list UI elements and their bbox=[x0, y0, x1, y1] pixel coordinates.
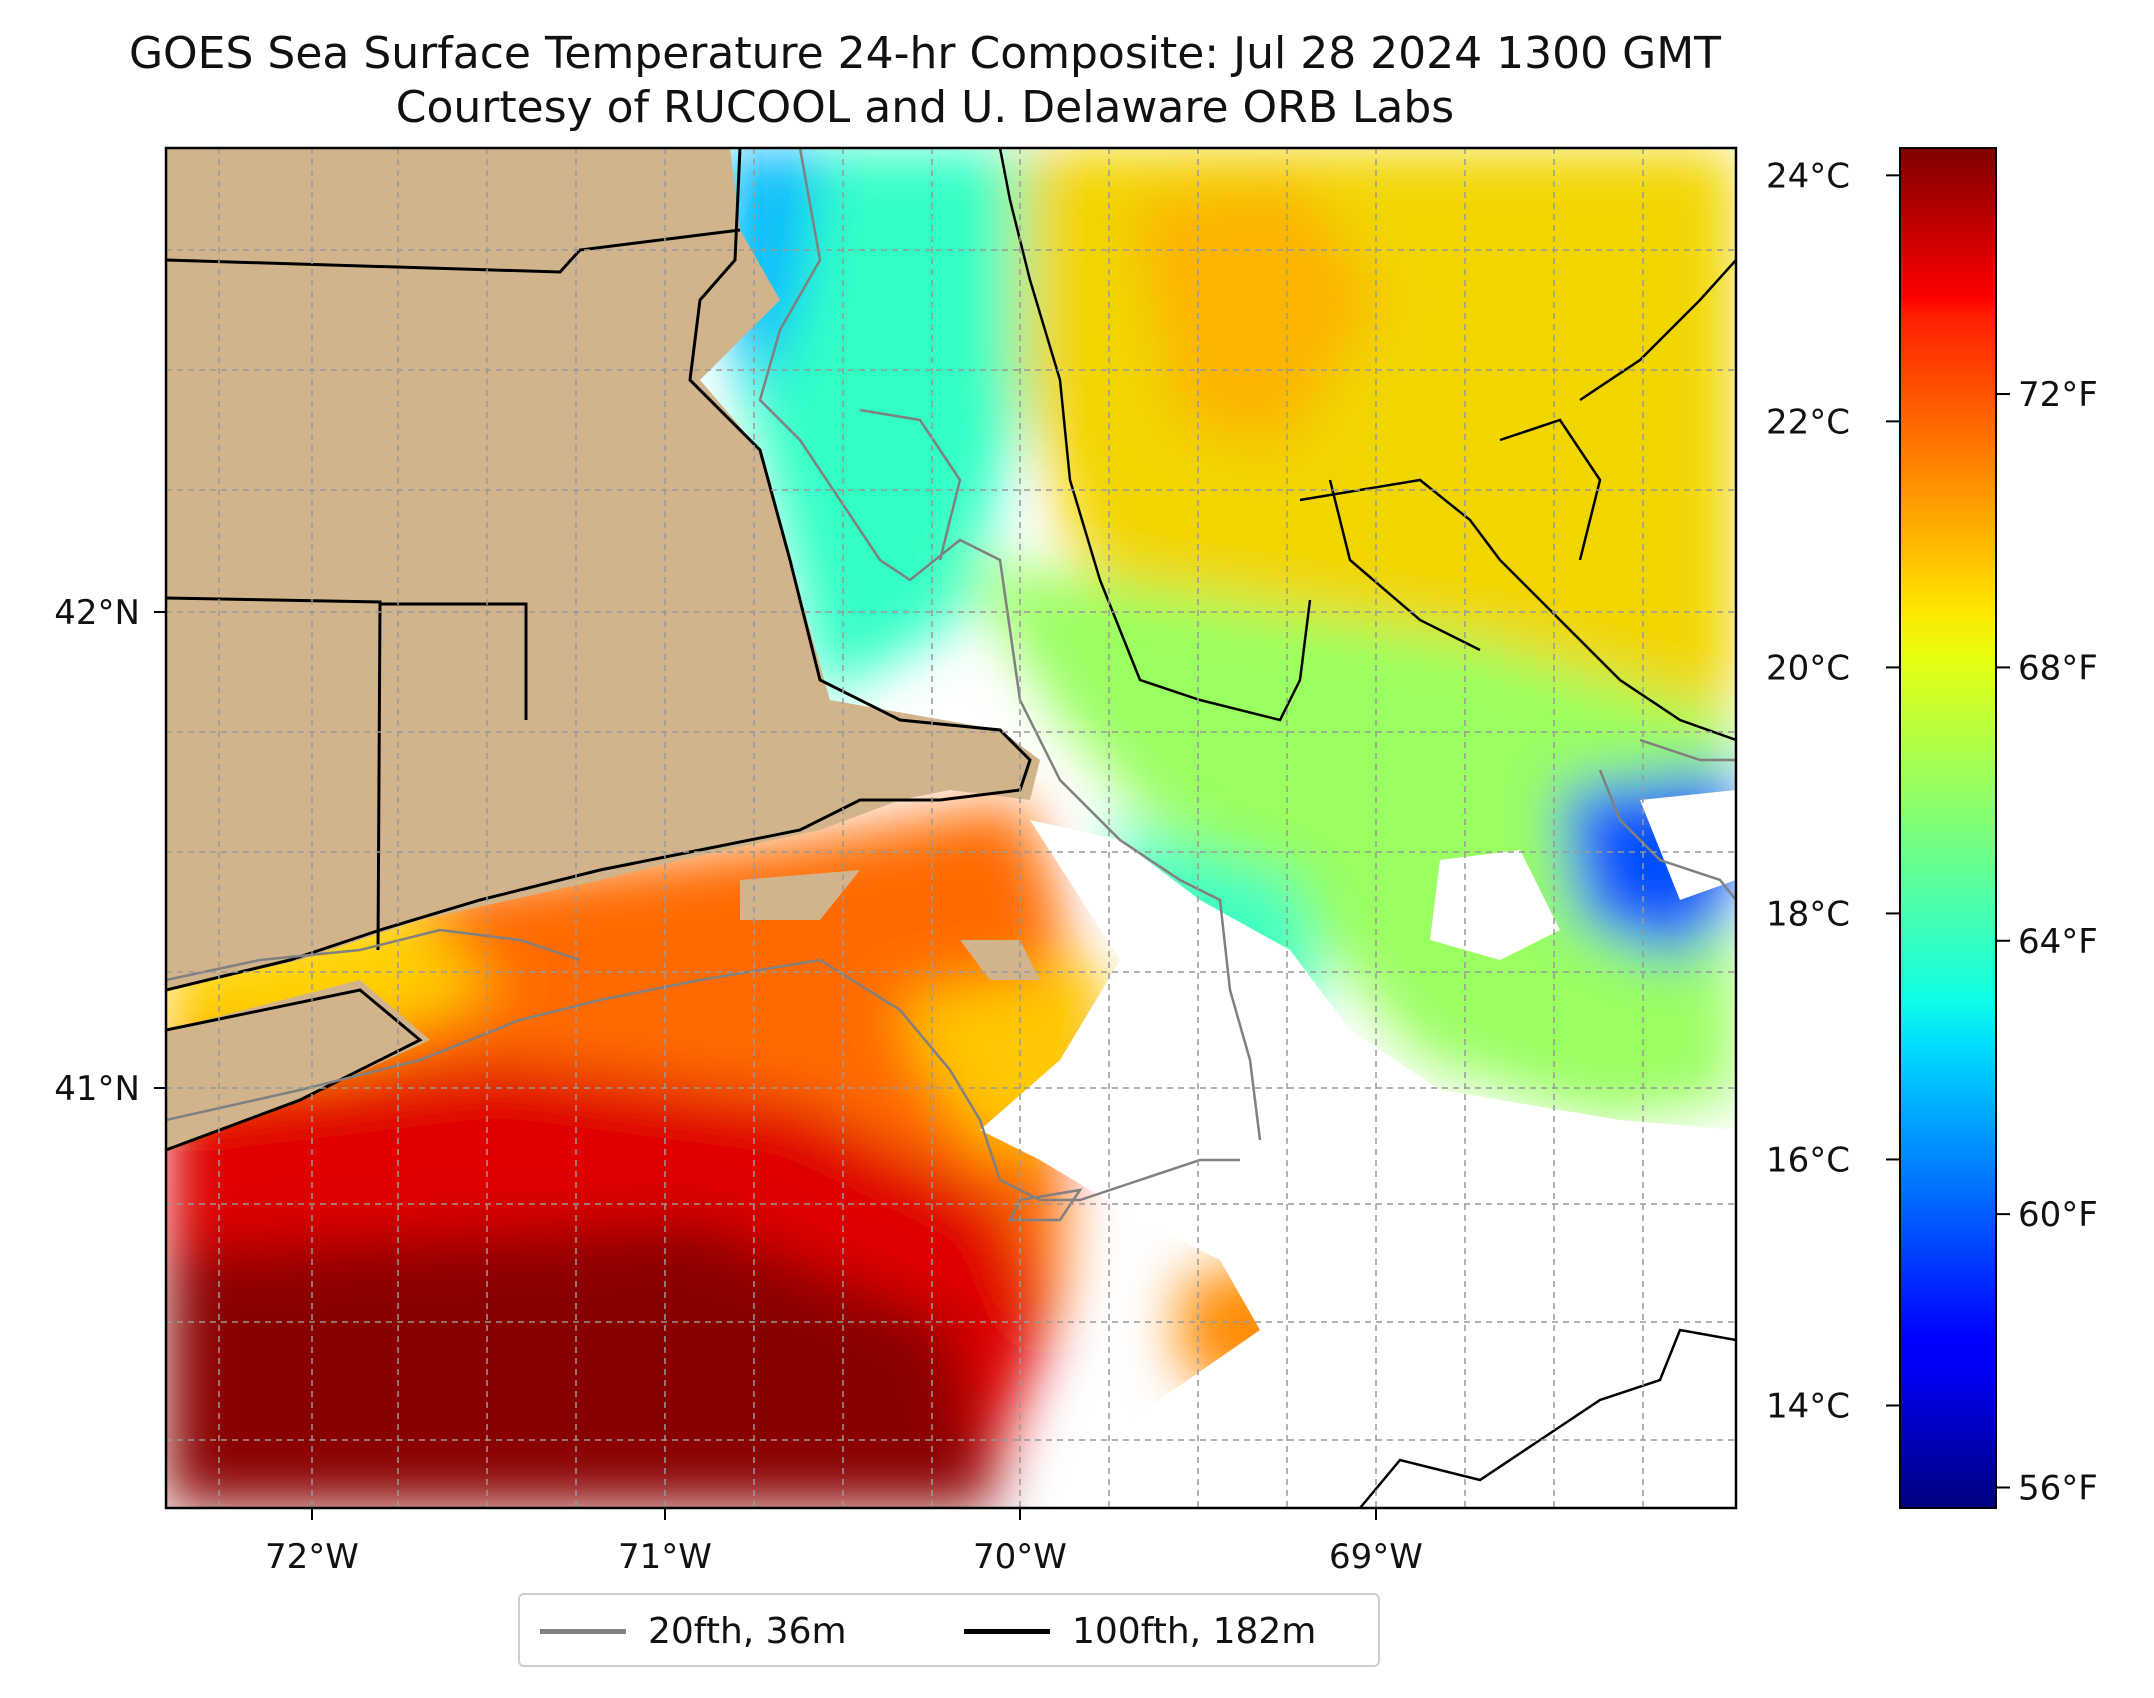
lon-tick-72w: 72°W bbox=[265, 1537, 359, 1577]
colorbar bbox=[1899, 147, 1997, 1509]
colorbar-c-label: 20°C bbox=[1766, 648, 1850, 688]
lat-tick-42n: 42°N bbox=[54, 593, 140, 633]
lon-tick-71w: 71°W bbox=[618, 1537, 712, 1577]
map-frame bbox=[164, 146, 1738, 1510]
legend-item-100fth: 100fth, 182m bbox=[964, 1609, 1316, 1653]
lon-tick-69w: 69°W bbox=[1329, 1537, 1423, 1577]
lon-tick-70w: 70°W bbox=[973, 1537, 1067, 1577]
legend-label-20fth: 20fth, 36m bbox=[648, 1610, 847, 1652]
legend-label-100fth: 100fth, 182m bbox=[1072, 1610, 1317, 1652]
legend-line-gray bbox=[540, 1628, 626, 1634]
map-title: GOES Sea Surface Temperature 24-hr Compo… bbox=[128, 28, 1722, 79]
colorbar-c-label: 24°C bbox=[1766, 156, 1850, 196]
colorbar-ticks: 24°C 22°C 20°C 18°C 16°C 14°C 72°F 68°F 64°F 60°F… bbox=[1766, 156, 2098, 1508]
colorbar-c-label: 18°C bbox=[1766, 894, 1850, 934]
colorbar-c-label: 16°C bbox=[1766, 1140, 1850, 1180]
colorbar-f-label: 56°F bbox=[2018, 1468, 2098, 1508]
colorbar-f-label: 60°F bbox=[2018, 1195, 2098, 1235]
sst-map[interactable] bbox=[166, 148, 1736, 1508]
map-subtitle: Courtesy of RUCOOL and U. Delaware ORB L… bbox=[395, 82, 1455, 133]
colorbar-f-label: 64°F bbox=[2018, 922, 2098, 962]
legend-item-20fth: 20fth, 36m bbox=[540, 1609, 847, 1653]
colorbar-c-label: 14°C bbox=[1766, 1386, 1850, 1426]
colorbar-f-label: 72°F bbox=[2018, 375, 2098, 415]
colorbar-c-label: 22°C bbox=[1766, 402, 1850, 442]
legend-line-black bbox=[964, 1628, 1050, 1634]
legend: 20fth, 36m 100fth, 182m bbox=[518, 1593, 1380, 1667]
lat-tick-41n: 41°N bbox=[54, 1069, 140, 1109]
colorbar-f-label: 68°F bbox=[2018, 648, 2098, 688]
